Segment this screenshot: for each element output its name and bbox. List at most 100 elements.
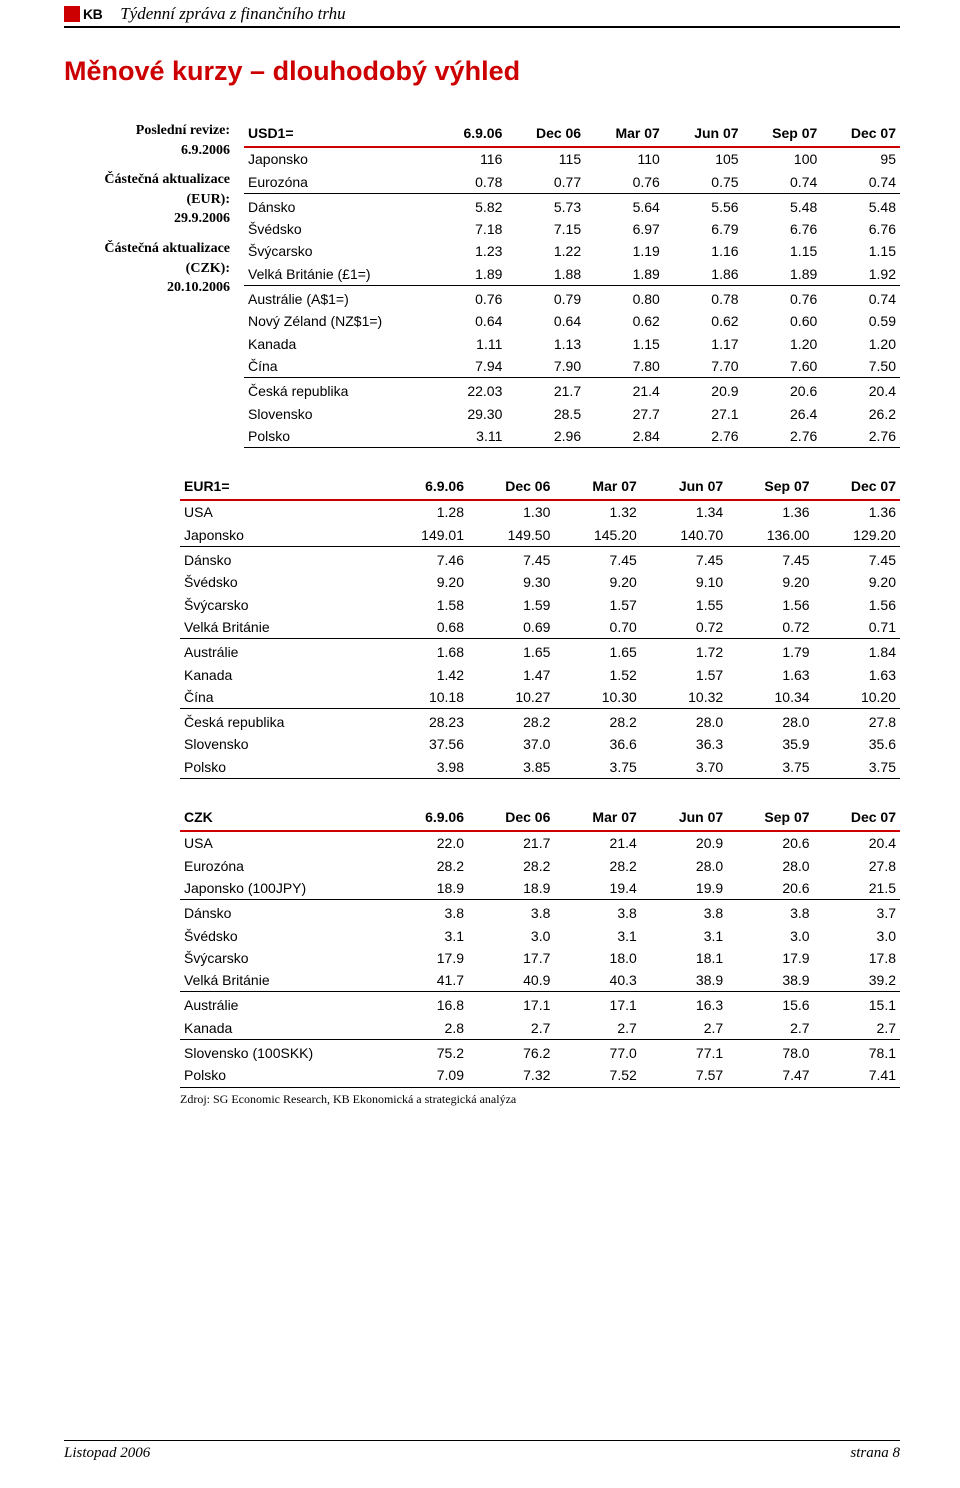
cell-value: 3.0 [814, 925, 900, 947]
cell-value: 3.0 [468, 925, 554, 947]
cell-value: 9.20 [382, 571, 468, 593]
cell-value: 41.7 [382, 969, 468, 992]
cell-value: 1.42 [382, 664, 468, 686]
row-label: Švédsko [244, 218, 428, 240]
table-row: Kanada1.111.131.151.171.201.20 [244, 333, 900, 355]
cell-value: 20.9 [664, 378, 743, 403]
column-header: Dec 07 [814, 474, 900, 500]
row-label: Slovensko (100SKK) [180, 1039, 382, 1064]
cell-value: 2.7 [468, 1017, 554, 1040]
cell-value: 1.89 [428, 263, 507, 286]
cell-value: 9.10 [641, 571, 727, 593]
table-row: Nový Zéland (NZ$1=)0.640.640.620.620.600… [244, 310, 900, 332]
table-czk: CZK6.9.06Dec 06Mar 07Jun 07Sep 07Dec 07U… [180, 805, 900, 1088]
cell-value: 17.8 [814, 947, 900, 969]
table-row: Slovensko37.5637.036.636.335.935.6 [180, 733, 900, 755]
cell-value: 3.11 [428, 425, 507, 448]
table-row: Kanada1.421.471.521.571.631.63 [180, 664, 900, 686]
cell-value: 20.4 [821, 378, 900, 403]
cell-value: 7.70 [664, 355, 743, 378]
cell-value: 100 [743, 147, 822, 170]
cell-value: 40.3 [554, 969, 640, 992]
cell-value: 0.70 [554, 616, 640, 639]
cell-value: 18.1 [641, 947, 727, 969]
cell-value: 2.8 [382, 1017, 468, 1040]
column-header: Dec 07 [821, 121, 900, 147]
cell-value: 3.8 [468, 900, 554, 925]
cell-value: 3.1 [554, 925, 640, 947]
cell-value: 129.20 [814, 524, 900, 547]
row-label: Švýcarsko [180, 594, 382, 616]
cell-value: 38.9 [727, 969, 813, 992]
cell-value: 20.6 [743, 378, 822, 403]
table-row: Česká republika28.2328.228.228.028.027.8 [180, 709, 900, 734]
cell-value: 1.55 [641, 594, 727, 616]
cell-value: 1.13 [506, 333, 585, 355]
cell-value: 7.32 [468, 1064, 554, 1087]
table-row: Švédsko7.187.156.976.796.766.76 [244, 218, 900, 240]
cell-value: 6.76 [743, 218, 822, 240]
cell-value: 16.3 [641, 992, 727, 1017]
column-header: Jun 07 [664, 121, 743, 147]
row-label: Austrálie (A$1=) [244, 286, 428, 311]
cell-value: 17.1 [468, 992, 554, 1017]
row-label: Nový Zéland (NZ$1=) [244, 310, 428, 332]
row-label: Švédsko [180, 571, 382, 593]
cell-value: 19.9 [641, 877, 727, 900]
table-row: Austrálie16.817.117.116.315.615.1 [180, 992, 900, 1017]
cell-value: 1.57 [641, 664, 727, 686]
cell-value: 2.76 [821, 425, 900, 448]
cell-value: 3.8 [727, 900, 813, 925]
cell-value: 7.52 [554, 1064, 640, 1087]
table-row: Velká Británie41.740.940.338.938.939.2 [180, 969, 900, 992]
cell-value: 10.20 [814, 686, 900, 709]
column-header: Jun 07 [641, 805, 727, 831]
cell-value: 28.0 [641, 709, 727, 734]
table-row: Švédsko9.209.309.209.109.209.20 [180, 571, 900, 593]
cell-value: 1.63 [727, 664, 813, 686]
column-header: Dec 06 [468, 474, 554, 500]
cell-value: 3.0 [727, 925, 813, 947]
table-row: Slovensko (100SKK)75.276.277.077.178.078… [180, 1039, 900, 1064]
cell-value: 0.76 [743, 286, 822, 311]
table-row: Švýcarsko17.917.718.018.117.917.8 [180, 947, 900, 969]
cell-value: 37.56 [382, 733, 468, 755]
cell-value: 17.1 [554, 992, 640, 1017]
cell-value: 7.45 [641, 547, 727, 572]
cell-value: 2.7 [554, 1017, 640, 1040]
cell-value: 1.15 [821, 240, 900, 262]
cell-value: 20.6 [727, 831, 813, 854]
cell-value: 0.78 [664, 286, 743, 311]
cell-value: 1.47 [468, 664, 554, 686]
cell-value: 3.98 [382, 756, 468, 779]
cell-value: 17.7 [468, 947, 554, 969]
cell-value: 76.2 [468, 1039, 554, 1064]
sidebar-update-eur: Částečná aktualizace (EUR): 29.9.2006 [64, 170, 230, 229]
row-label: Dánsko [180, 900, 382, 925]
cell-value: 21.5 [814, 877, 900, 900]
cell-value: 28.23 [382, 709, 468, 734]
update-eur-date: 29.9.2006 [64, 209, 230, 229]
cell-value: 35.9 [727, 733, 813, 755]
cell-value: 39.2 [814, 969, 900, 992]
cell-value: 7.15 [506, 218, 585, 240]
cell-value: 2.76 [743, 425, 822, 448]
column-header: 6.9.06 [382, 805, 468, 831]
table-row: Austrálie1.681.651.651.721.791.84 [180, 639, 900, 664]
row-label: Eurozóna [244, 171, 428, 194]
cell-value: 0.72 [727, 616, 813, 639]
cell-value: 3.85 [468, 756, 554, 779]
cell-value: 78.0 [727, 1039, 813, 1064]
cell-value: 28.2 [382, 855, 468, 877]
sidebar-update-czk: Částečná aktualizace (CZK): 20.10.2006 [64, 239, 230, 298]
cell-value: 6.76 [821, 218, 900, 240]
cell-value: 5.73 [506, 193, 585, 218]
cell-value: 105 [664, 147, 743, 170]
kb-logo-text: KB [83, 6, 102, 22]
content-row: Poslední revize: 6.9.2006 Částečná aktua… [64, 121, 900, 474]
column-header: Sep 07 [743, 121, 822, 147]
row-label: Polsko [180, 756, 382, 779]
table-row: Eurozóna28.228.228.228.028.027.8 [180, 855, 900, 877]
cell-value: 3.8 [382, 900, 468, 925]
table-row: Velká Británie (£1=)1.891.881.891.861.89… [244, 263, 900, 286]
